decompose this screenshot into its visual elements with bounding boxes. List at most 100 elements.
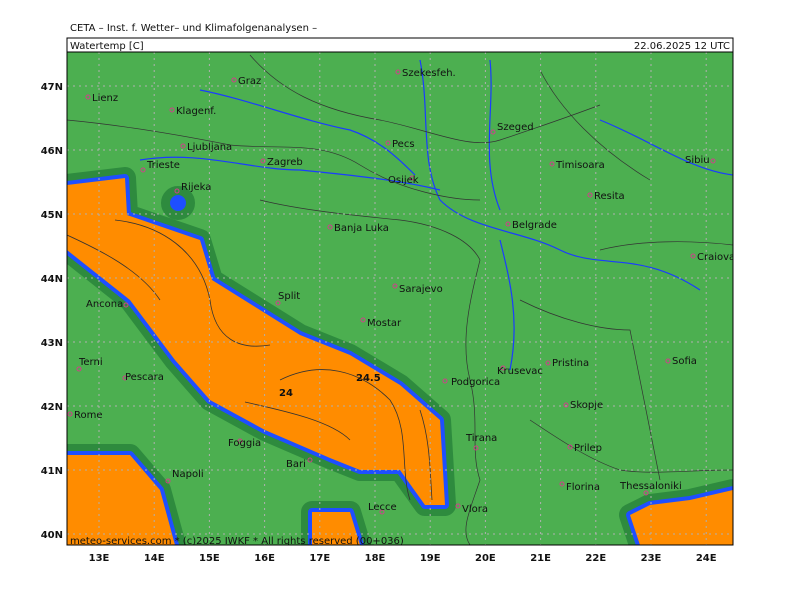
city-marker — [275, 300, 281, 306]
contour-label: 24.5 — [356, 373, 381, 384]
city-marker — [237, 438, 243, 444]
lat-tick-label: 41N — [41, 466, 63, 477]
city-marker — [473, 445, 479, 451]
lon-tick-label: 18E — [365, 553, 386, 564]
lon-tick-label: 19E — [420, 553, 441, 564]
city-label: Ljubljana — [187, 142, 232, 153]
city-label: Zagreb — [267, 157, 303, 168]
city-label: Craiova — [697, 252, 735, 263]
city-label: Osijek — [388, 175, 419, 186]
city-label: Vlora — [462, 504, 488, 515]
city-marker — [180, 143, 186, 149]
lat-tick-label: 45N — [41, 210, 63, 221]
lon-tick-label: 21E — [530, 553, 551, 564]
datetime: 22.06.2025 12 UTC — [634, 41, 730, 52]
city-label: Resita — [594, 191, 625, 202]
city-label: Sarajevo — [399, 284, 443, 295]
lat-tick-label: 40N — [41, 530, 63, 541]
city-marker — [385, 140, 391, 146]
lon-tick-label: 20E — [475, 553, 496, 564]
seas — [67, 167, 733, 545]
city-marker — [395, 69, 401, 75]
lat-tick-label: 43N — [41, 338, 63, 349]
city-marker — [505, 221, 511, 227]
city-label: Florina — [566, 482, 600, 493]
lon-tick-label: 24E — [696, 553, 717, 564]
city-label: Pristina — [552, 358, 589, 369]
city-label: Foggia — [228, 438, 261, 449]
city-label: Thessaloniki — [619, 481, 682, 492]
city-marker — [231, 77, 237, 83]
city-label: Szekesfeh. — [402, 68, 456, 79]
city-marker — [567, 444, 573, 450]
city-marker — [549, 161, 555, 167]
map-area: Lienz Graz Szekesfeh. Klagenf. Ljubljana Zagr… — [67, 52, 735, 547]
city-marker — [545, 360, 551, 366]
city-marker — [174, 188, 180, 194]
lon-tick-label: 23E — [641, 553, 662, 564]
city-label: Lienz — [92, 93, 118, 104]
city-label: Pescara — [125, 372, 164, 383]
city-marker — [643, 490, 649, 496]
lon-tick-label: 15E — [199, 553, 220, 564]
city-label: Napoli — [172, 469, 204, 480]
city-marker — [442, 378, 448, 384]
city-marker — [360, 317, 366, 323]
city-label: Belgrade — [512, 220, 557, 231]
lon-tick-label: 17E — [309, 553, 330, 564]
city-label: Sofia — [672, 356, 697, 367]
city-label: Rijeka — [181, 182, 211, 193]
ticks: 47N 46N 45N 44N 43N 42N 41N 40N 13E 14E 15E 16E 17E 1… — [41, 82, 717, 564]
cities: Lienz Graz Szekesfeh. Klagenf. Ljubljana Zagr… — [67, 68, 735, 515]
lon-tick-label: 16E — [254, 553, 275, 564]
city-label: Terni — [78, 357, 103, 368]
city-label: Graz — [238, 76, 261, 87]
city-label: Rome — [74, 410, 103, 421]
city-label: Sibiu — [685, 155, 710, 166]
frame — [66, 51, 734, 546]
city-label: Tirana — [465, 433, 497, 444]
city-label: Klagenf. — [176, 106, 216, 117]
city-marker — [76, 366, 82, 372]
city-label: Ancona — [86, 299, 123, 310]
city-marker — [165, 478, 171, 484]
city-marker — [392, 283, 398, 289]
city-marker — [409, 175, 415, 181]
city-marker — [169, 107, 175, 113]
city-label: Podgorica — [451, 377, 500, 388]
lat-tick-label: 44N — [41, 274, 63, 285]
grid — [67, 52, 733, 545]
city-marker — [140, 167, 146, 173]
city-label: Bari — [286, 459, 306, 470]
city-marker — [559, 481, 565, 487]
city-marker — [710, 158, 716, 164]
city-marker — [665, 358, 671, 364]
city-marker — [455, 503, 461, 509]
city-marker — [85, 94, 91, 100]
city-marker — [563, 402, 569, 408]
institute: CETA – Inst. f. Wetter– und Klimafolgena… — [70, 23, 317, 34]
city-label: Prilep — [574, 443, 602, 454]
city-marker — [122, 375, 128, 381]
city-label: Banja Luka — [334, 223, 389, 234]
city-label: Pecs — [392, 139, 415, 150]
city-marker — [67, 411, 73, 417]
lat-tick-label: 47N — [41, 82, 63, 93]
city-label: Skopje — [570, 400, 603, 411]
city-marker — [587, 192, 593, 198]
city-marker — [260, 158, 266, 164]
city-label: Split — [278, 291, 300, 302]
footer: meteo-services.com * (c)2025 IWKF * All … — [70, 536, 404, 547]
lat-tick-label: 42N — [41, 402, 63, 413]
lon-tick-label: 22E — [585, 553, 606, 564]
city-marker — [379, 509, 385, 515]
lon-tick-label: 14E — [144, 553, 165, 564]
city-label: Trieste — [146, 160, 180, 171]
city-label: Krusevac — [497, 366, 543, 377]
city-marker — [690, 253, 696, 259]
city-marker — [327, 224, 333, 230]
city-label: Mostar — [367, 318, 402, 329]
lat-tick-label: 46N — [41, 146, 63, 157]
lon-tick-label: 13E — [89, 553, 110, 564]
